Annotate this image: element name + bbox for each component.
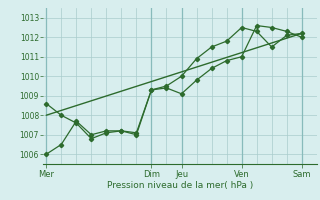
X-axis label: Pression niveau de la mer( hPa ): Pression niveau de la mer( hPa ) [107,181,253,190]
